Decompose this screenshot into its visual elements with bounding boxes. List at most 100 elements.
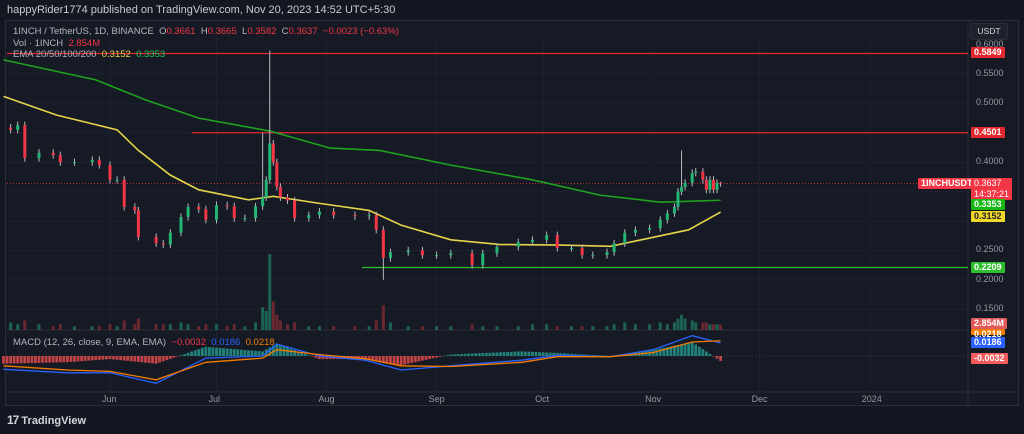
volume-bar bbox=[470, 324, 474, 330]
candle-body bbox=[268, 143, 272, 180]
macd-histogram-bar bbox=[105, 356, 108, 360]
macd-histogram-bar bbox=[55, 356, 59, 363]
resistance-price-label: 0.5849 bbox=[971, 47, 1005, 59]
candle-body bbox=[694, 171, 698, 173]
volume-bar bbox=[715, 324, 719, 330]
macd-histogram-bar bbox=[367, 356, 371, 360]
macd-histogram-bar bbox=[509, 351, 513, 356]
volume-bar bbox=[683, 318, 687, 330]
ema200-line bbox=[3, 59, 721, 203]
macd-histogram-bar bbox=[435, 356, 438, 358]
macd-histogram-bar bbox=[694, 344, 698, 356]
volume-bar bbox=[580, 326, 584, 330]
candle-body bbox=[154, 236, 158, 244]
macd-histogram-bar bbox=[26, 356, 30, 364]
candle-body bbox=[286, 197, 289, 201]
high-value: 0.3665 bbox=[207, 26, 237, 37]
chart-frame[interactable] bbox=[5, 20, 1019, 406]
macd-histogram-bar bbox=[577, 354, 580, 356]
macd-histogram-bar bbox=[112, 356, 115, 360]
macd-line bbox=[3, 335, 721, 384]
volume-legend: Vol · 1INCH 2.854M bbox=[13, 38, 100, 49]
macd-histogram-bar bbox=[303, 353, 307, 356]
macd-histogram-bar bbox=[552, 352, 556, 356]
macd-histogram-bar bbox=[520, 351, 524, 356]
candle-body bbox=[317, 211, 321, 216]
volume-bar bbox=[254, 322, 258, 330]
price-tick: 0.2500 bbox=[976, 244, 1004, 255]
volume-bar bbox=[570, 326, 573, 330]
volume-bar bbox=[271, 301, 275, 330]
macd-histogram-bar bbox=[580, 354, 584, 356]
macd-signal-price-label: 0.0218 bbox=[971, 329, 1005, 339]
ema200-price-label: 0.3353 bbox=[971, 199, 1005, 210]
macd-histogram-bar bbox=[417, 356, 421, 362]
macd-histogram-bar bbox=[140, 356, 144, 363]
tradingview-logo[interactable]: 17 TradingView bbox=[7, 410, 86, 430]
macd-histogram-bar bbox=[673, 345, 676, 356]
candle-body bbox=[712, 179, 715, 190]
macd-histogram-bar bbox=[712, 356, 715, 357]
candle-body bbox=[122, 179, 126, 207]
macd-histogram-bar bbox=[133, 356, 137, 362]
macd-histogram-bar bbox=[413, 356, 417, 363]
candle-body bbox=[186, 206, 190, 217]
candle-body bbox=[161, 243, 165, 245]
candle-body bbox=[115, 179, 119, 181]
volume-bar bbox=[37, 324, 41, 330]
macd-histogram-bar bbox=[321, 356, 325, 360]
macd-histogram-bar bbox=[516, 351, 520, 356]
volume-bar bbox=[73, 326, 76, 330]
macd-histogram-bar bbox=[115, 356, 119, 360]
volume-bar bbox=[406, 326, 410, 330]
macd-histogram-bar bbox=[570, 353, 573, 356]
candle-body bbox=[374, 215, 378, 230]
macd-histogram-bar bbox=[232, 349, 236, 356]
candle-body bbox=[435, 255, 439, 257]
macd-histogram-bar bbox=[250, 350, 254, 356]
volume-bar bbox=[680, 314, 684, 330]
macd-histogram-bar bbox=[584, 354, 588, 356]
candle-body bbox=[580, 248, 584, 256]
macd-histogram-bar bbox=[211, 347, 215, 356]
macd-histogram-bar bbox=[307, 355, 311, 356]
volume-bar bbox=[435, 326, 439, 330]
volume-bar bbox=[232, 324, 236, 330]
macd-histogram-bar bbox=[318, 356, 321, 360]
macd-histogram-bar bbox=[129, 356, 133, 362]
macd-histogram-bar bbox=[179, 355, 183, 356]
volume-bar bbox=[243, 326, 247, 330]
volume-label: Vol · 1INCH bbox=[13, 38, 64, 49]
currency-button[interactable]: USDT bbox=[970, 23, 1008, 40]
candle-body bbox=[90, 159, 94, 163]
brand-name: TradingView bbox=[21, 415, 87, 427]
macd-histogram-bar bbox=[9, 356, 12, 364]
macd-histogram-bar bbox=[541, 352, 545, 356]
macd-histogram-bar bbox=[165, 356, 169, 361]
volume-value: 2.854M bbox=[68, 38, 101, 49]
candle-body bbox=[680, 186, 684, 192]
macd-histogram-bar bbox=[37, 356, 41, 363]
macd-histogram-bar bbox=[80, 356, 83, 362]
candle-body bbox=[58, 155, 62, 163]
macd-histogram-bar bbox=[523, 351, 527, 356]
macd-signal-value: 0.0218 bbox=[245, 337, 275, 348]
macd-histogram-bar bbox=[715, 356, 719, 359]
candle-body bbox=[197, 206, 201, 210]
candle-body bbox=[232, 206, 236, 219]
macd-histogram-bar bbox=[527, 351, 531, 356]
candle-body bbox=[676, 191, 680, 207]
macd-histogram-bar bbox=[665, 347, 669, 356]
volume-bar bbox=[591, 326, 595, 330]
tradingview-logo-icon: 17 bbox=[7, 413, 19, 427]
candle-body bbox=[648, 228, 652, 230]
volume-bar bbox=[623, 322, 627, 330]
macd-histogram-bar bbox=[495, 352, 499, 356]
candle-body bbox=[271, 143, 275, 163]
macd-histogram-bar bbox=[200, 347, 204, 356]
change-value: −0.0023 (−0.63%) bbox=[322, 26, 399, 37]
volume-bar bbox=[186, 324, 190, 330]
volume-bar bbox=[51, 326, 55, 330]
macd-histogram-bar bbox=[314, 356, 318, 358]
